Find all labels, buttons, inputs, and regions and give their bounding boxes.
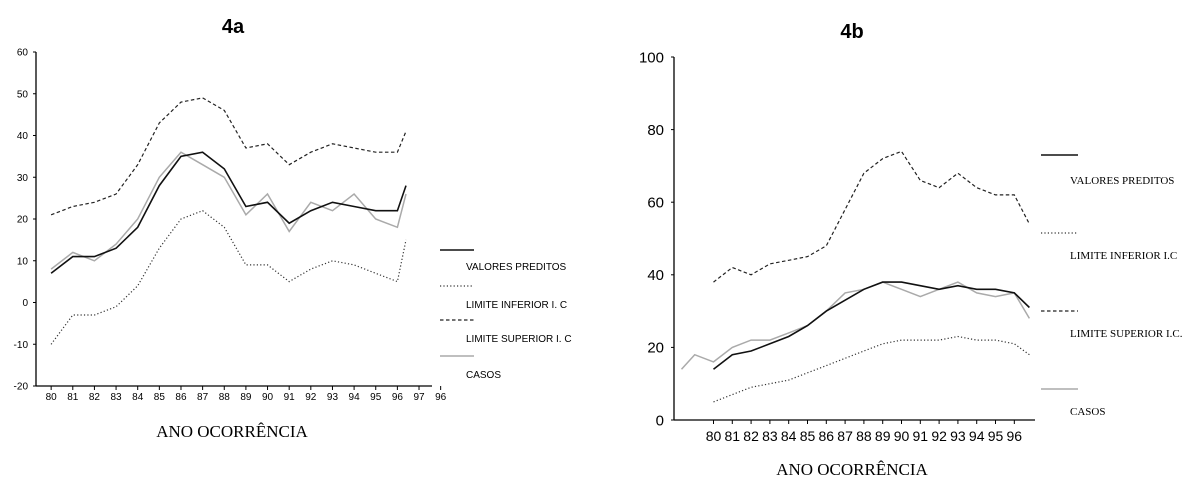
chart-4a-x-tick-label: 97 [413, 392, 425, 403]
chart-4a-x-tick-label: 88 [219, 392, 231, 403]
chart-4a-y-tick-label: 30 [17, 173, 29, 184]
chart-4a-x-tick-label: 84 [132, 392, 144, 403]
chart-4a-series [50, 97, 407, 345]
chart-4a-series-valores-preditos [50, 151, 407, 274]
chart-4b-x-tick-label: 83 [762, 428, 778, 444]
chart-4b-x-tick-label: 91 [913, 428, 929, 444]
chart-4a-y-tick-label: -10 [14, 340, 29, 351]
chart-4a-y-ticks: 60 50 40 30 20 10 0 -10 -20 [14, 48, 36, 393]
chart-4a-y-tick-label: 40 [17, 131, 29, 142]
chart-4a-plot-area: 60 50 40 30 20 10 0 -10 -20 80 81 82 83 84 85 86 87 88 89… [14, 48, 447, 404]
chart-4a-x-ticks: 80 81 82 83 84 85 86 87 88 89 90 91 92 93 94 95 96 97 96 [46, 386, 447, 403]
chart-4a-x-tick-label: 83 [111, 392, 123, 403]
chart-4a-x-tick-label: 92 [305, 392, 317, 403]
chart-4a-y-tick-label: 20 [17, 215, 29, 226]
chart-4b-x-tick-label: 89 [875, 428, 891, 444]
chart-4b-x-tick-label: 88 [856, 428, 872, 444]
chart-4b-x-tick-label: 85 [800, 428, 816, 444]
chart-4a-legend-label: VALORES PREDITOS [466, 262, 567, 273]
chart-4b-title: 4b [840, 21, 863, 43]
chart-4a-x-tick-label: 87 [197, 392, 209, 403]
chart-4b-y-ticks: 100 80 60 40 20 0 [639, 49, 674, 429]
chart-4b-x-tick-label: 86 [819, 428, 835, 444]
chart-4b-x-axis-label: ANO OCORRÊNCIA [776, 460, 928, 479]
chart-4b-x-tick-label: 84 [781, 428, 797, 444]
chart-4a-x-tick-label: 80 [46, 392, 58, 403]
chart-4b-series-limite-inferior-i-c [713, 335, 1030, 403]
chart-4a-x-tick-label: 90 [262, 392, 274, 403]
chart-4b-y-tick-label: 0 [656, 412, 664, 429]
chart-4b-y-tick-label: 60 [647, 194, 664, 211]
chart-4a-x-tick-label: 94 [349, 392, 361, 403]
chart-4b-x-tick-label: 94 [969, 428, 985, 444]
chart-4b-y-tick-label: 80 [647, 122, 664, 139]
chart-4a-x-tick-label: 85 [154, 392, 166, 403]
chart-4b-y-tick-label: 100 [639, 49, 664, 66]
chart-4a-x-tick-label: 82 [89, 392, 101, 403]
chart-4a-series-casos [50, 151, 407, 270]
chart-4b-legend: VALORES PREDITOS LIMITE INFERIOR I.C LIMIT… [1041, 154, 1183, 418]
chart-4a-y-tick-label: 50 [17, 89, 29, 100]
chart-4a-y-tick-label: -20 [14, 382, 29, 393]
chart-4a-x-tick-label: 96 [392, 392, 404, 403]
chart-4a-series-limite-superior-i-c [50, 97, 407, 216]
chart-4b-legend-label: VALORES PREDITOS [1070, 175, 1174, 187]
chart-4a-y-tick-label: 0 [22, 298, 28, 309]
chart-4b-series-valores-preditos [713, 281, 1030, 370]
chart-4a-legend-label: LIMITE INFERIOR I. C [466, 300, 567, 311]
chart-4b-x-tick-label: 81 [724, 428, 740, 444]
chart-4b-legend-label: LIMITE SUPERIOR I.C. [1070, 328, 1183, 340]
chart-4b-x-tick-label: 80 [706, 428, 722, 444]
chart-4a-y-tick-label: 60 [17, 48, 29, 59]
chart-4b-series [680, 150, 1031, 403]
chart-4a-x-axis-label: ANO OCORRÊNCIA [156, 422, 308, 441]
chart-4a-y-tick-label: 10 [17, 256, 29, 267]
chart-4a-legend: VALORES PREDITOS LIMITE INFERIOR I. C LIMI… [440, 249, 572, 381]
chart-4a-x-tick-label: 89 [240, 392, 252, 403]
chart-4a-x-tick-label: 95 [370, 392, 382, 403]
chart-4b-x-ticks: 80 81 82 83 84 85 86 87 88 89 90 91 92 93 94 95 96 [706, 420, 1023, 444]
chart-4b-legend-label: LIMITE INFERIOR I.C [1070, 250, 1177, 262]
chart-4b-y-tick-label: 20 [647, 340, 664, 357]
chart-4a-x-tick-label: 96 [435, 392, 447, 403]
chart-4b-x-tick-label: 87 [837, 428, 853, 444]
chart-4a-legend-label: LIMITE SUPERIOR I. C [466, 334, 572, 345]
chart-4b-x-tick-label: 95 [988, 428, 1004, 444]
chart-4a-x-tick-label: 91 [284, 392, 296, 403]
chart-4b-x-tick-label: 90 [894, 428, 910, 444]
chart-4a-series-limite-inferior-i-c [50, 210, 407, 345]
chart-4a-x-tick-label: 86 [175, 392, 187, 403]
chart-4b-series-casos [680, 281, 1031, 370]
chart-4b-series-limite-superior-i-c [713, 150, 1030, 283]
chart-4b-x-tick-label: 92 [931, 428, 947, 444]
chart-4b-x-tick-label: 96 [1007, 428, 1023, 444]
chart-4a-x-tick-label: 81 [67, 392, 79, 403]
chart-4a-x-tick-label: 93 [327, 392, 339, 403]
chart-4b-x-tick-label: 82 [743, 428, 759, 444]
chart-4b-y-tick-label: 40 [647, 267, 664, 284]
chart-4b-legend-label: CASOS [1070, 406, 1105, 418]
chart-4b-x-tick-label: 93 [950, 428, 966, 444]
chart-4a-legend-label: CASOS [466, 370, 501, 381]
chart-4a-title: 4a [222, 16, 245, 38]
